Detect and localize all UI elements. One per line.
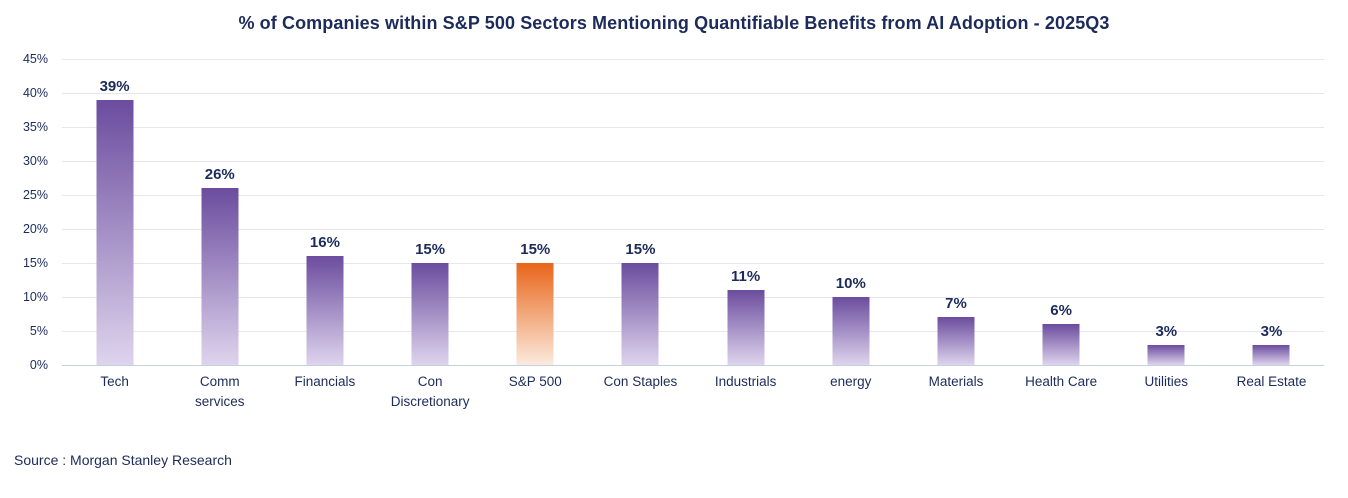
bar-column: 15% bbox=[588, 59, 693, 365]
bar-column: 3% bbox=[1114, 59, 1219, 365]
y-tick-label: 25% bbox=[22, 188, 48, 202]
bar-utilities bbox=[1147, 345, 1185, 365]
x-tick-label: Health Care bbox=[1025, 374, 1098, 389]
y-tick-label: 15% bbox=[22, 256, 48, 270]
bar-materials bbox=[937, 317, 975, 365]
bar-value-label: 16% bbox=[309, 234, 340, 251]
bar-value-label: 3% bbox=[1260, 323, 1283, 340]
bar-energy bbox=[832, 297, 870, 365]
bar-con-staples bbox=[621, 263, 659, 365]
x-tick-label: Con Discretionary bbox=[390, 374, 470, 409]
gridline bbox=[62, 297, 1324, 298]
bar-real-estate bbox=[1252, 345, 1290, 365]
bar-column: 15% bbox=[378, 59, 483, 365]
bar-value-label: 15% bbox=[415, 241, 446, 258]
bar-column: 11% bbox=[693, 59, 798, 365]
bar-column: 7% bbox=[903, 59, 1008, 365]
bar-comm-services bbox=[201, 188, 239, 365]
y-tick-label: 5% bbox=[29, 324, 48, 338]
x-tick-label: Con Staples bbox=[603, 374, 678, 389]
gridline bbox=[62, 263, 1324, 264]
gridline bbox=[62, 59, 1324, 60]
gridline bbox=[62, 229, 1324, 230]
gridline bbox=[62, 93, 1324, 94]
bar-column: 10% bbox=[798, 59, 903, 365]
bar-value-label: 15% bbox=[625, 241, 656, 258]
gridline bbox=[62, 365, 1324, 366]
plot-area bbox=[62, 59, 1324, 366]
bar-value-label: 3% bbox=[1155, 323, 1178, 340]
bar-value-label: 6% bbox=[1050, 302, 1072, 319]
x-tick-label: Industrials bbox=[714, 374, 777, 389]
bar-health-care bbox=[1042, 324, 1080, 365]
y-tick-label: 0% bbox=[29, 358, 48, 372]
y-tick-label: 40% bbox=[22, 86, 48, 100]
y-tick-label: 35% bbox=[22, 120, 48, 134]
bar-column: 39% bbox=[62, 59, 167, 365]
bar-industrials bbox=[727, 290, 765, 365]
gridline bbox=[62, 161, 1324, 162]
bar-financials bbox=[306, 256, 344, 365]
bar-value-label: 7% bbox=[945, 295, 967, 312]
source-note: Source : Morgan Stanley Research bbox=[14, 452, 232, 468]
bar-value-label: 26% bbox=[204, 166, 235, 183]
bar-column: 6% bbox=[1009, 59, 1114, 365]
x-tick-label: energy bbox=[830, 374, 872, 389]
x-tick-label: Tech bbox=[100, 374, 129, 389]
x-tick-label: S&P 500 bbox=[508, 374, 562, 389]
bar-tech bbox=[96, 100, 134, 365]
x-tick-label: Financials bbox=[294, 374, 356, 389]
bar-value-label: 11% bbox=[731, 268, 761, 285]
bar-column: 15% bbox=[483, 59, 588, 365]
y-tick-label: 20% bbox=[22, 222, 48, 236]
gridline bbox=[62, 127, 1324, 128]
x-tick-label: Real Estate bbox=[1236, 374, 1307, 389]
x-tick-label: Comm services bbox=[195, 374, 245, 409]
highlight-bar-s-p-500 bbox=[516, 263, 554, 365]
bar-con-discretionary bbox=[411, 263, 449, 365]
gridline bbox=[62, 195, 1324, 196]
bar-column: 26% bbox=[167, 59, 272, 365]
gridline bbox=[62, 331, 1324, 332]
bar-value-label: 15% bbox=[520, 241, 551, 258]
x-axis-labels: Tech Comm services Financials Con Discretio… bbox=[62, 372, 1324, 412]
bar-column: 16% bbox=[272, 59, 377, 365]
y-axis-labels: 45% 40% 35% 30% 25% 20% 15% 10% 5% 0% bbox=[0, 0, 55, 498]
chart-title: % of Companies within S&P 500 Sectors Me… bbox=[238, 13, 1110, 33]
bar-value-label: 39% bbox=[99, 78, 130, 95]
x-tick-label: Materials bbox=[928, 374, 984, 389]
bar-value-label: 10% bbox=[835, 275, 866, 292]
bar-series: 39% 26% 16% 15% 15% 15% 11% 10% 7% 6% 3% 3% bbox=[62, 59, 1324, 365]
x-tick-label: Utilities bbox=[1144, 374, 1189, 389]
y-tick-label: 45% bbox=[22, 52, 48, 66]
y-tick-label: 10% bbox=[22, 290, 48, 304]
bar-column: 3% bbox=[1219, 59, 1324, 365]
y-tick-label: 30% bbox=[22, 154, 48, 168]
